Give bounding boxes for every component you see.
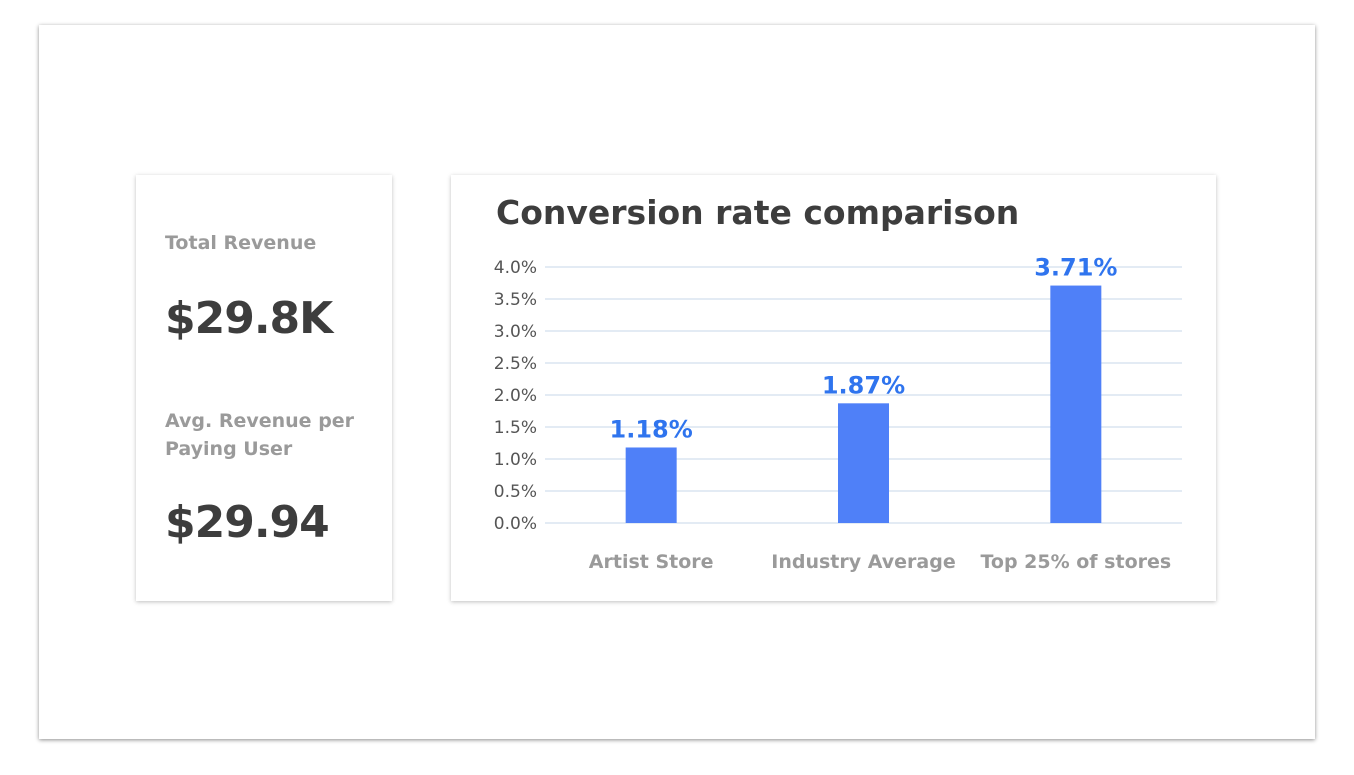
bar	[1050, 285, 1102, 523]
y-tick-label: 0.0%	[494, 514, 537, 534]
x-tick-label: Industry Average	[771, 551, 955, 573]
y-tick-label: 2.0%	[494, 386, 537, 406]
data-label: 3.71%	[1034, 254, 1117, 282]
total-revenue-value: $29.8K	[165, 293, 333, 344]
slide: Total Revenue $29.8K Avg. Revenue per Pa…	[39, 25, 1315, 739]
chart-card: Conversion rate comparison 0.0% 0.5% 1.0% 1…	[451, 175, 1216, 601]
bar	[625, 447, 677, 523]
arppu-label: Avg. Revenue per Paying User	[165, 410, 355, 460]
arppu-value: $29.94	[165, 497, 330, 548]
metrics-card: Total Revenue $29.8K Avg. Revenue per Pa…	[136, 175, 392, 601]
bar	[838, 403, 889, 523]
data-label: 1.18%	[610, 415, 693, 443]
bar-chart: 0.0% 0.5% 1.0% 1.5% 2.0% 2.5% 3.0% 3.5% 4.0% 1.18…	[494, 254, 1182, 573]
y-tick-label: 1.0%	[494, 450, 537, 470]
x-tick-label: Top 25% of stores	[980, 551, 1171, 573]
y-tick-label: 1.5%	[494, 418, 537, 438]
x-tick-label: Artist Store	[589, 551, 714, 573]
total-revenue-label: Total Revenue	[165, 232, 317, 254]
y-tick-label: 4.0%	[494, 258, 537, 278]
y-tick-label: 2.5%	[494, 354, 537, 374]
y-tick-label: 3.0%	[494, 322, 537, 342]
y-tick-label: 3.5%	[494, 290, 537, 310]
data-label: 1.87%	[822, 371, 905, 399]
y-tick-label: 0.5%	[494, 482, 537, 502]
chart-title: Conversion rate comparison	[496, 193, 1020, 232]
